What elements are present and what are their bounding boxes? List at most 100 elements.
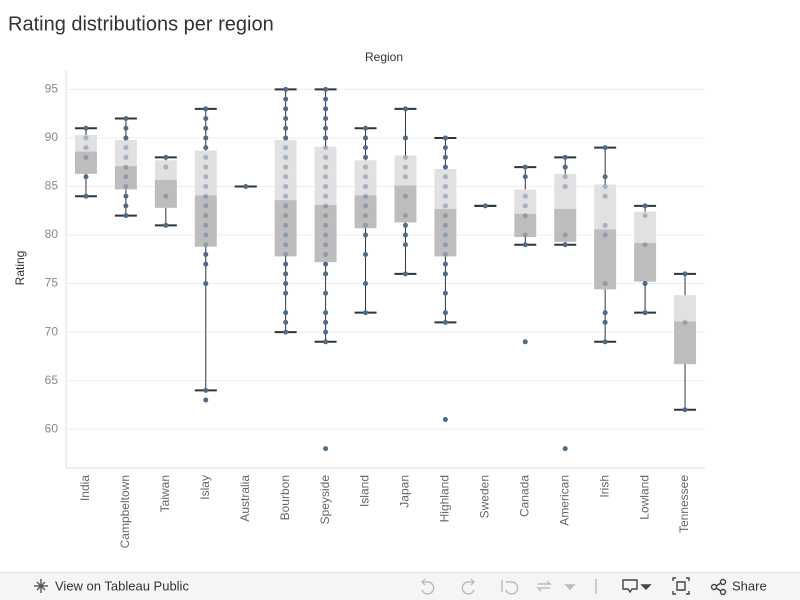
data-point (482, 203, 488, 209)
data-point (442, 271, 448, 277)
data-point (203, 232, 209, 238)
x-tick-label: Taiwan (158, 475, 172, 512)
data-point (203, 261, 209, 267)
x-tick-label: Lowland (637, 475, 651, 520)
data-point (522, 203, 528, 209)
data-point (203, 174, 209, 180)
data-point (323, 290, 329, 296)
data-point (283, 290, 289, 296)
data-point (402, 154, 408, 160)
data-point (283, 183, 289, 189)
box-lower (274, 200, 297, 257)
data-point (602, 319, 608, 325)
x-tick-label: Canada (517, 475, 531, 517)
box-upper (594, 184, 617, 230)
data-point (363, 310, 369, 316)
points (83, 86, 688, 452)
data-point (642, 203, 648, 209)
data-point (283, 213, 289, 219)
data-point (602, 232, 608, 238)
x-tick-label: American (557, 475, 571, 526)
data-point (363, 193, 369, 199)
fullscreen-icon[interactable] (672, 577, 690, 595)
chart-title: Rating distributions per region (8, 13, 274, 35)
data-point (442, 232, 448, 238)
data-point (323, 232, 329, 238)
box-lower (154, 179, 177, 208)
data-point (642, 213, 648, 219)
tableau-icon[interactable] (34, 579, 48, 593)
data-point (602, 281, 608, 287)
boxes (74, 88, 697, 411)
refresh-icon[interactable] (536, 580, 552, 592)
box-upper (74, 135, 97, 152)
data-point (203, 125, 209, 131)
data-point (243, 183, 249, 189)
data-point (283, 271, 289, 277)
data-point (323, 135, 329, 141)
data-point (522, 213, 528, 219)
data-point (363, 213, 369, 219)
data-point (83, 154, 89, 160)
box-lower (434, 208, 457, 257)
data-point (642, 242, 648, 248)
data-point (602, 310, 608, 316)
data-point (442, 193, 448, 199)
data-point (562, 446, 568, 452)
data-point (442, 164, 448, 170)
data-point (682, 407, 688, 413)
dropdown-icon[interactable] (640, 584, 652, 590)
comment-icon[interactable] (622, 579, 638, 594)
data-point (363, 164, 369, 170)
data-point (442, 290, 448, 296)
data-point (283, 319, 289, 325)
data-point (283, 125, 289, 131)
data-point (283, 174, 289, 180)
data-point (402, 242, 408, 248)
x-tick-label: Tennessee (677, 475, 691, 533)
data-point (602, 145, 608, 151)
data-point (323, 106, 329, 112)
data-point (642, 310, 648, 316)
data-point (283, 154, 289, 160)
x-tick-label: Islay (198, 475, 212, 500)
data-point (83, 174, 89, 180)
box-lower (114, 166, 137, 190)
data-point (363, 203, 369, 209)
data-point (283, 281, 289, 287)
data-point (203, 213, 209, 219)
undo-icon[interactable] (421, 578, 435, 595)
dropdown-icon[interactable] (564, 584, 576, 590)
box-upper (354, 160, 377, 196)
revert-icon[interactable] (501, 580, 519, 595)
data-point (402, 164, 408, 170)
toolbar-icons-active (622, 577, 727, 596)
data-point (363, 154, 369, 160)
data-point (682, 319, 688, 325)
data-point (203, 116, 209, 122)
data-point (442, 154, 448, 160)
share-button[interactable]: Share (732, 578, 767, 593)
data-point (323, 339, 329, 345)
data-point (522, 193, 528, 199)
data-point (522, 174, 528, 180)
data-point (203, 145, 209, 151)
data-point (123, 183, 129, 189)
data-point (123, 154, 129, 160)
share-icon[interactable] (710, 578, 727, 596)
box-upper (434, 169, 457, 209)
data-point (562, 183, 568, 189)
x-tick-label: Sweden (478, 475, 492, 518)
y-tick-label: 90 (45, 130, 59, 144)
data-point (442, 174, 448, 180)
box-upper (274, 139, 297, 201)
data-point (602, 183, 608, 189)
box-lower (314, 204, 337, 263)
data-point (442, 416, 448, 422)
data-point (562, 174, 568, 180)
box-upper (514, 189, 537, 214)
data-point (283, 164, 289, 170)
view-link[interactable]: View on Tableau Public (55, 578, 189, 593)
redo-icon[interactable] (461, 578, 475, 595)
x-tick-label: Speyside (318, 475, 332, 525)
